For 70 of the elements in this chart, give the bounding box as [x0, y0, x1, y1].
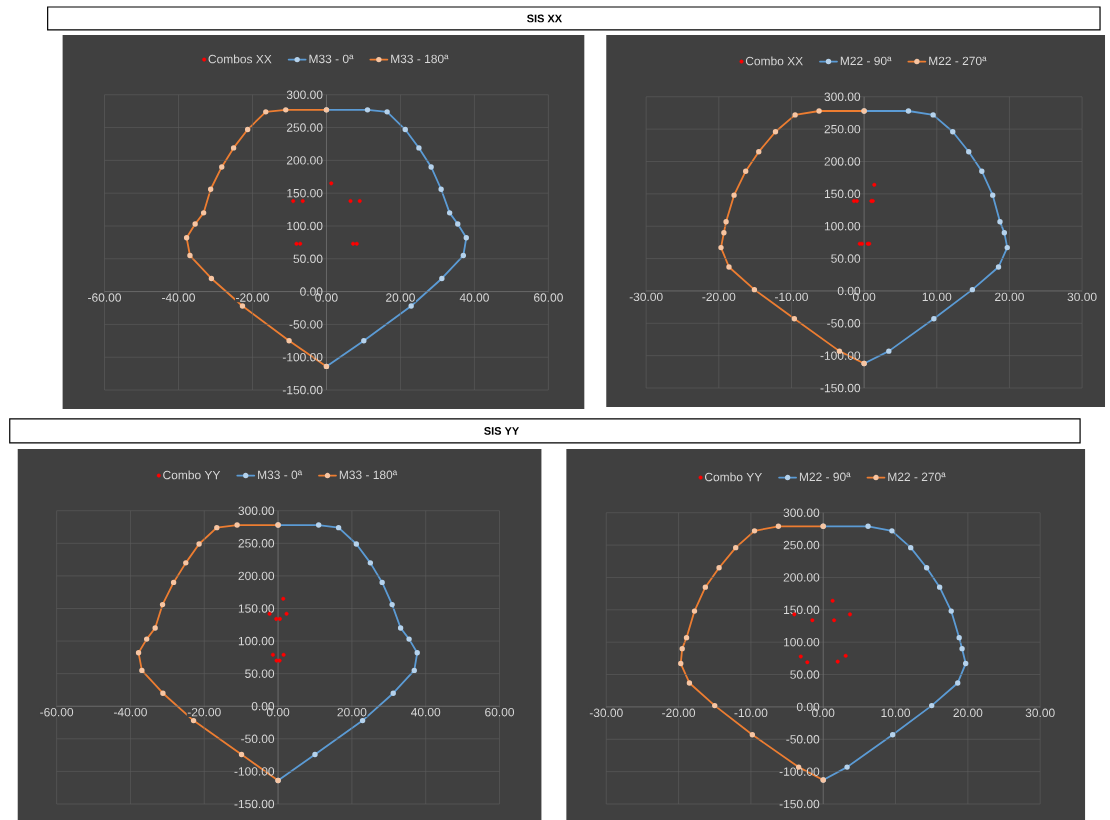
x-tick-label: 20.00 [337, 707, 367, 717]
x-tick-label: -20.00 [187, 707, 221, 717]
y-tick-label: 300.00 [286, 90, 323, 100]
y-tick-label: -50.00 [241, 734, 275, 744]
x-tick-label: 60.00 [534, 293, 563, 302]
y-tick-label: 100.00 [824, 222, 861, 231]
y-tick-label: 200.00 [824, 157, 861, 166]
legend-label: M22 - 270ª [888, 472, 946, 482]
y-tick-label: 50.00 [293, 254, 323, 264]
y-tick-label: 150.00 [238, 604, 275, 613]
y-tick-label: 50.00 [831, 254, 861, 263]
y-tick-label: 250.00 [783, 540, 820, 550]
y-tick-label: -150.00 [820, 383, 861, 393]
x-tick-label: 10.00 [881, 708, 911, 718]
x-tick-label: 30.00 [1067, 292, 1097, 302]
y-tick-label: 100.00 [784, 637, 820, 647]
y-tick-label: 50.00 [790, 670, 820, 679]
y-tick-label: 250.00 [286, 123, 323, 132]
y-tick-label: -150.00 [282, 385, 323, 395]
x-tick-label: -10.00 [734, 708, 768, 718]
x-tick-label: -20.00 [662, 708, 696, 718]
x-tick-label: 20.00 [953, 708, 983, 718]
x-tick-label: 30.00 [1025, 708, 1055, 718]
x-tick-label: -30.00 [589, 708, 623, 718]
y-tick-label: -150.00 [234, 799, 275, 809]
x-tick-label: -40.00 [162, 293, 195, 302]
y-tick-label: 250.00 [824, 124, 861, 134]
x-tick-label: -40.00 [114, 707, 147, 717]
y-tick-label: 150.00 [287, 188, 323, 198]
x-tick-label: -60.00 [88, 293, 122, 302]
y-tick-label: 200.00 [286, 156, 323, 165]
x-tick-label: 40.00 [411, 707, 441, 717]
legend-label: Combo XX [745, 56, 803, 66]
y-tick-label: 200.00 [238, 571, 275, 581]
y-tick-label: -50.00 [827, 319, 861, 328]
y-tick-label: -50.00 [786, 735, 820, 744]
legend-label: Combo YY [163, 470, 221, 480]
y-tick-label: 200.00 [783, 573, 820, 582]
chart-title: SIS YY [484, 427, 520, 435]
y-tick-label: -50.00 [289, 320, 323, 329]
x-tick-label: 10.00 [922, 292, 952, 302]
legend-label: Combos XX [208, 54, 272, 64]
legend-label: M33 - 0ª [309, 54, 354, 64]
legend-label: M33 - 180ª [339, 470, 398, 480]
y-tick-label: 300.00 [238, 506, 275, 515]
legend-label: Combo YY [704, 472, 762, 482]
y-tick-label: 300.00 [783, 508, 820, 517]
y-tick-label: -150.00 [779, 799, 820, 809]
y-tick-label: 100.00 [287, 221, 323, 231]
x-tick-label: 40.00 [459, 293, 489, 302]
legend-label: M33 - 0ª [258, 470, 303, 480]
x-tick-label: -30.00 [629, 292, 663, 302]
y-tick-label: 50.00 [245, 669, 275, 678]
legend-label: M33 - 180ª [391, 54, 449, 64]
legend-label: M22 - 90ª [799, 472, 851, 482]
x-tick-label: -60.00 [40, 707, 74, 717]
y-tick-label: 300.00 [824, 92, 861, 102]
x-tick-label: 20.00 [995, 292, 1024, 302]
x-tick-label: 20.00 [386, 293, 415, 302]
x-tick-label: -20.00 [236, 293, 269, 302]
y-tick-label: 150.00 [824, 189, 861, 199]
x-tick-label: -20.00 [702, 292, 736, 302]
y-tick-label: 100.00 [238, 636, 275, 646]
x-tick-label: -10.00 [775, 292, 808, 302]
legend-label: M22 - 90ª [840, 56, 892, 66]
y-tick-label: 250.00 [238, 539, 275, 548]
y-tick-label: 150.00 [784, 605, 820, 615]
chart-title: SIS XX [527, 14, 562, 23]
legend-label: M22 - 270ª [929, 56, 987, 66]
x-tick-label: 60.00 [485, 707, 515, 717]
